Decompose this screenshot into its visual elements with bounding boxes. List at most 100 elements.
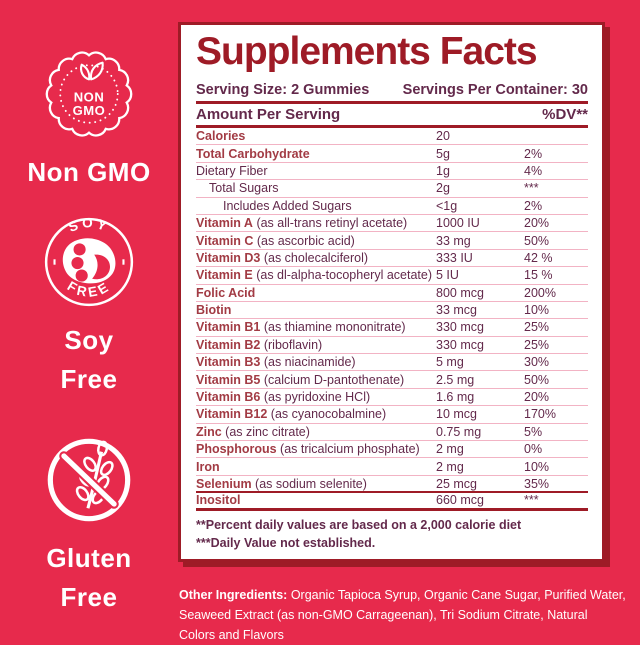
- footnote-dv: **Percent daily values are based on a 2,…: [196, 517, 522, 532]
- nutrient-name-cell: Vitamin C (as ascorbic acid): [196, 233, 355, 248]
- seal-text-line1: NON: [74, 89, 105, 104]
- divider-rule: [196, 101, 588, 104]
- nutrient-dv-cell: 50%: [524, 372, 550, 387]
- nutrient-amount-cell: 33 mcg: [436, 303, 477, 318]
- nutrient-name-cell: Vitamin B12 (as cyanocobalmine): [196, 407, 387, 422]
- nutrient-name-cell: Vitamin B3 (as niacinamide): [196, 355, 356, 370]
- nutrient-name-cell: Calories: [196, 129, 246, 144]
- table-row: Zinc (as zinc citrate) 0.75 mg 5%: [196, 424, 588, 442]
- non-gmo-badge: NON GMO Non GMO: [0, 48, 178, 192]
- supplement-facts-panel: Supplements Facts Serving Size: 2 Gummie…: [178, 22, 605, 562]
- nutrient-dv-cell: 30%: [524, 355, 550, 370]
- soybean-pod-icon: [62, 238, 116, 284]
- table-row: Vitamin A (as all-trans retinyl acetate)…: [196, 215, 588, 233]
- nutrient-amount-cell: 33 mg: [436, 233, 471, 248]
- nutrient-amount-cell: <1g: [436, 198, 458, 213]
- table-row: Phosphorous (as tricalcium phosphate) 2 …: [196, 441, 588, 459]
- nutrient-dv-cell: 170%: [524, 407, 556, 422]
- nutrient-name-cell: Vitamin B6 (as pyridoxine HCl): [196, 390, 371, 405]
- table-row: Iron 2 mg 10%: [196, 458, 588, 476]
- table-row: Total Carbohydrate 5g 2%: [196, 145, 588, 163]
- gluten-free-icon: [47, 438, 131, 522]
- soy-label-line2: Free: [60, 364, 118, 394]
- table-row: Vitamin C (as ascorbic acid) 33 mg 50%: [196, 232, 588, 250]
- prohibited-circle: [47, 438, 131, 522]
- table-row: Dietary Fiber 1g 4%: [196, 163, 588, 181]
- table-row: Vitamin B5 (calcium D-pantothenate) 2.5 …: [196, 371, 588, 389]
- soy-free-label: Soy Free: [61, 321, 118, 399]
- nutrient-dv-cell: 2%: [524, 198, 543, 213]
- nutrient-amount-cell: 5g: [436, 146, 450, 161]
- nutrient-amount-cell: 25 mcg: [436, 476, 477, 491]
- gluten-label-line2: Free: [60, 582, 118, 612]
- nutrient-amount-cell: 10 mcg: [436, 407, 477, 422]
- svg-text:SOY: SOY: [66, 216, 111, 235]
- seal-text-line2: GMO: [73, 103, 106, 118]
- nutrient-amount-cell: 1g: [436, 163, 450, 178]
- soy-outer-ring: [44, 217, 134, 307]
- nutrient-dv-cell: 50%: [524, 233, 550, 248]
- servings-per-container: Servings Per Container: 30: [402, 82, 588, 98]
- other-ingredients-label: Other Ingredients:: [179, 587, 288, 602]
- table-row: Calories 20: [196, 128, 588, 146]
- nutrient-amount-cell: 2 mg: [436, 442, 464, 457]
- nutrient-dv-cell: 20%: [524, 390, 550, 405]
- footnote-not-established: ***Daily Value not established.: [196, 535, 376, 550]
- seal-scallop-ring: [45, 51, 133, 137]
- nutrient-table: Calories 20 Total Carbohydrate 5g 2% Die…: [196, 128, 588, 511]
- nutrient-amount-cell: 20: [436, 129, 450, 144]
- nutrient-amount-cell: 333 IU: [436, 250, 473, 265]
- table-row: Biotin 33 mcg 10%: [196, 302, 588, 320]
- soy-side-dashes: [53, 226, 125, 298]
- soy-arc-text-top: SOY: [66, 216, 108, 235]
- nutrient-amount-cell: 2 mg: [436, 459, 464, 474]
- nutrient-name-cell: Vitamin D3 (as cholecalciferol): [196, 250, 369, 265]
- nutrient-name-cell: Dietary Fiber: [196, 163, 268, 178]
- nutrient-amount-cell: 660 mcg: [436, 493, 484, 508]
- nutrient-amount-cell: 800 mcg: [436, 285, 484, 300]
- nutrient-dv-cell: 25%: [524, 320, 550, 335]
- column-header-row: Amount Per Serving %DV**: [196, 104, 588, 125]
- table-row: Inositol 660 mcg ***: [196, 493, 588, 511]
- nutrient-amount-cell: 330 mcg: [436, 320, 484, 335]
- table-row: Vitamin B3 (as niacinamide) 5 mg 30%: [196, 354, 588, 372]
- nutrient-dv-cell: 2%: [524, 146, 543, 161]
- gluten-free-badge: Gluten Free: [0, 434, 178, 617]
- nutrient-dv-cell: 200%: [524, 285, 556, 300]
- nutrient-amount-cell: 0.75 mg: [436, 424, 482, 439]
- nutrient-amount-cell: 330 mcg: [436, 337, 484, 352]
- serving-info-row: Serving Size: 2 Gummies Servings Per Con…: [196, 79, 588, 101]
- nutrient-dv-cell: 0%: [524, 442, 543, 457]
- nutrient-dv-cell: 4%: [524, 163, 543, 178]
- nutrient-name-cell: Iron: [196, 459, 220, 474]
- table-row: Vitamin B2 (riboflavin) 330 mcg 25%: [196, 337, 588, 355]
- non-gmo-label: Non GMO: [27, 157, 151, 187]
- table-row: Vitamin B6 (as pyridoxine HCl) 1.6 mg 20…: [196, 389, 588, 407]
- nutrient-name-cell: Selenium (as sodium selenite): [196, 476, 367, 491]
- nutrient-amount-cell: 1.6 mg: [436, 390, 475, 405]
- nutrient-name-cell: Vitamin A (as all-trans retinyl acetate): [196, 216, 408, 231]
- table-row: Selenium (as sodium selenite) 25 mcg 35%: [196, 476, 588, 494]
- nutrient-name-cell: Vitamin E (as dl-alpha-tocopheryl acetat…: [196, 268, 432, 283]
- soy-label-line1: Soy: [64, 325, 114, 355]
- nutrient-amount-cell: 5 IU: [436, 268, 459, 283]
- nutrient-name-cell: Total Carbohydrate: [196, 146, 310, 161]
- nutrient-name-cell: Total Sugars: [209, 181, 279, 196]
- table-row: Folic Acid 800 mcg 200%: [196, 285, 588, 302]
- table-row: Vitamin B12 (as cyanocobalmine) 10 mcg 1…: [196, 406, 588, 424]
- nutrient-dv-cell: 35%: [524, 476, 550, 491]
- nutrient-amount-cell: 5 mg: [436, 355, 464, 370]
- other-ingredients-text: Organic Tapioca Syrup, Organic Cane Suga…: [179, 587, 626, 642]
- serving-size: Serving Size: 2 Gummies: [196, 82, 370, 98]
- divider-rule: [196, 125, 588, 128]
- nutrient-dv-cell: 15 %: [524, 268, 553, 283]
- table-row: Vitamin D3 (as cholecalciferol) 333 IU 4…: [196, 250, 588, 268]
- table-row: Vitamin B1 (as thiamine mononitrate) 330…: [196, 319, 588, 337]
- non-gmo-seal-icon: NON GMO: [45, 51, 133, 137]
- nutrient-name-cell: Phosphorous (as tricalcium phosphate): [196, 442, 420, 457]
- table-row: Total Sugars 2g ***: [196, 180, 588, 198]
- footnotes: **Percent daily values are based on a 2,…: [196, 511, 588, 552]
- nutrient-name-cell: Biotin: [196, 303, 232, 318]
- nutrient-dv-cell: 20%: [524, 216, 550, 231]
- nutrient-name-cell: Vitamin B1 (as thiamine mononitrate): [196, 320, 406, 335]
